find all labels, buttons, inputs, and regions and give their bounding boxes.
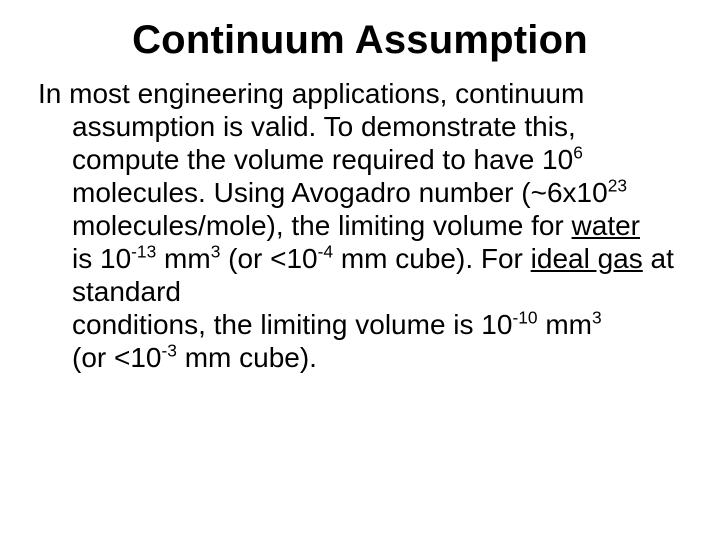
text-run: mm xyxy=(156,243,210,274)
text-run: compute the volume required to have 10 xyxy=(72,144,573,175)
slide-title: Continuum Assumption xyxy=(30,18,690,63)
superscript: -4 xyxy=(318,242,333,262)
text-run: compute the volume required to have 106 xyxy=(72,144,583,175)
text-run: (or <10 xyxy=(220,243,317,274)
slide-body: In most engineering applications, contin… xyxy=(30,77,690,374)
text-run: is 10-13 xyxy=(72,243,156,274)
text-run: mm3 xyxy=(156,243,220,274)
text-run: In most engineering applications, contin… xyxy=(38,78,584,109)
superscript: -3 xyxy=(162,341,177,361)
text-run: molecules/mole), the limiting xyxy=(72,210,433,241)
superscript: 23 xyxy=(608,176,627,196)
superscript: 6 xyxy=(573,143,583,163)
text-run: (or <10-3 mm cube). xyxy=(72,342,317,373)
text-run: conditions, the limiting volume is 10 xyxy=(72,309,512,340)
text-run: assumption is valid. To demonstrate this… xyxy=(72,111,576,142)
text-run: (~6x1023 xyxy=(521,177,627,208)
text-run: mm xyxy=(333,243,395,274)
text-run: volume for xyxy=(433,210,572,241)
text-run: mm3 xyxy=(538,309,602,340)
text-run: mm xyxy=(538,309,592,340)
text-run: mm cube). xyxy=(177,342,317,373)
superscript: 3 xyxy=(211,242,221,262)
underlined-water: water xyxy=(572,210,640,241)
superscript: -13 xyxy=(131,242,156,262)
body-paragraph: In most engineering applications, contin… xyxy=(38,77,680,374)
superscript: 3 xyxy=(592,308,602,328)
text-run: molecules. Using Avogadro number xyxy=(72,177,521,208)
text-run: (or <10-4 mm xyxy=(220,243,395,274)
text-run: is 10 xyxy=(72,243,131,274)
text-run: (or <10 xyxy=(72,342,162,373)
text-run: conditions, the limiting volume is 10-10 xyxy=(72,309,538,340)
text-run: (~6x10 xyxy=(521,177,607,208)
underlined-ideal-gas: ideal gas xyxy=(531,243,643,274)
superscript: -10 xyxy=(512,308,537,328)
text-run: cube). For xyxy=(395,243,530,274)
slide: Continuum Assumption In most engineering… xyxy=(0,0,720,540)
